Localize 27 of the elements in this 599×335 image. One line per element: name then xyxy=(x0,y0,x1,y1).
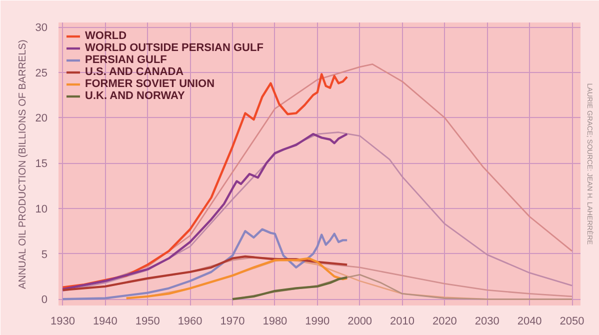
x-tick-label: 2040 xyxy=(517,316,542,328)
y-tick-label: 5 xyxy=(41,248,48,261)
y-axis-title: ANNUAL OIL PRODUCTION (BILLIONS OF BARRELS) xyxy=(17,40,28,290)
legend-label: WORLD OUTSIDE PERSIAN GULF xyxy=(85,42,264,54)
y-tick-label: 25 xyxy=(35,67,48,80)
x-tick-label: 2010 xyxy=(390,316,415,328)
legend-label: U.S. AND CANADA xyxy=(85,66,184,78)
x-tick-label: 1950 xyxy=(135,316,160,328)
x-tick-label: 2020 xyxy=(432,316,457,328)
y-tick-label: 30 xyxy=(35,22,48,34)
legend-label: FORMER SOVIET UNION xyxy=(85,78,215,90)
x-tick-label: 1980 xyxy=(262,316,288,328)
y-tick-label: 10 xyxy=(35,203,48,216)
legend-label: PERSIAN GULF xyxy=(85,54,167,66)
x-tick-label: 1930 xyxy=(50,316,75,328)
x-tick-label: 1960 xyxy=(178,316,202,328)
x-tick-label: 2050 xyxy=(560,316,584,328)
x-tick-label: 1940 xyxy=(92,316,118,328)
y-tick-label: 0 xyxy=(41,294,48,306)
x-tick-label: 2000 xyxy=(348,316,372,328)
y-tick-label: 20 xyxy=(35,112,48,125)
x-tick-label: 1990 xyxy=(305,316,330,328)
legend-label: U.K. AND NORWAY xyxy=(85,90,185,102)
x-tick-label: 1970 xyxy=(220,316,245,328)
y-tick-label: 15 xyxy=(35,158,48,170)
legend-label: WORLD xyxy=(85,30,127,42)
x-tick-label: 2030 xyxy=(474,316,500,328)
